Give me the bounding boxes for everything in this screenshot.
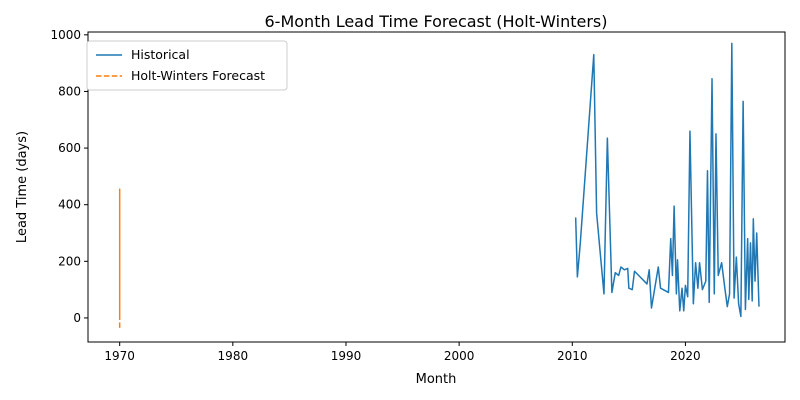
y-axis-label: Lead Time (days) <box>15 131 30 243</box>
x-tick-label: 2000 <box>444 349 475 363</box>
x-tick-label: 1970 <box>104 349 135 363</box>
series-line-0 <box>574 42 760 318</box>
chart-title: 6-Month Lead Time Forecast (Holt-Winters… <box>265 12 608 31</box>
x-tick-label: 1990 <box>331 349 362 363</box>
y-tick-label: 200 <box>58 254 81 268</box>
y-tick-label: 800 <box>58 84 81 98</box>
y-tick-label: 1000 <box>50 28 81 42</box>
plot-lines <box>118 42 760 328</box>
y-axis: 0 200 400 600 800 1000 <box>50 28 88 325</box>
x-axis: 1970 1980 1990 2000 2010 2020 <box>104 342 701 363</box>
y-tick-label: 600 <box>58 141 81 155</box>
y-tick-label: 400 <box>58 198 81 212</box>
legend-label-1: Holt-Winters Forecast <box>131 68 265 83</box>
x-tick-label: 1980 <box>218 349 249 363</box>
x-axis-label: Month <box>416 372 457 387</box>
legend: Historical Holt-Winters Forecast <box>86 40 288 91</box>
plot-frame <box>87 31 786 343</box>
legend-label-0: Historical <box>131 47 190 62</box>
legend-box <box>86 40 288 91</box>
y-tick-label: 0 <box>73 311 81 325</box>
x-tick-label: 2010 <box>557 349 588 363</box>
x-tick-label: 2020 <box>670 349 701 363</box>
